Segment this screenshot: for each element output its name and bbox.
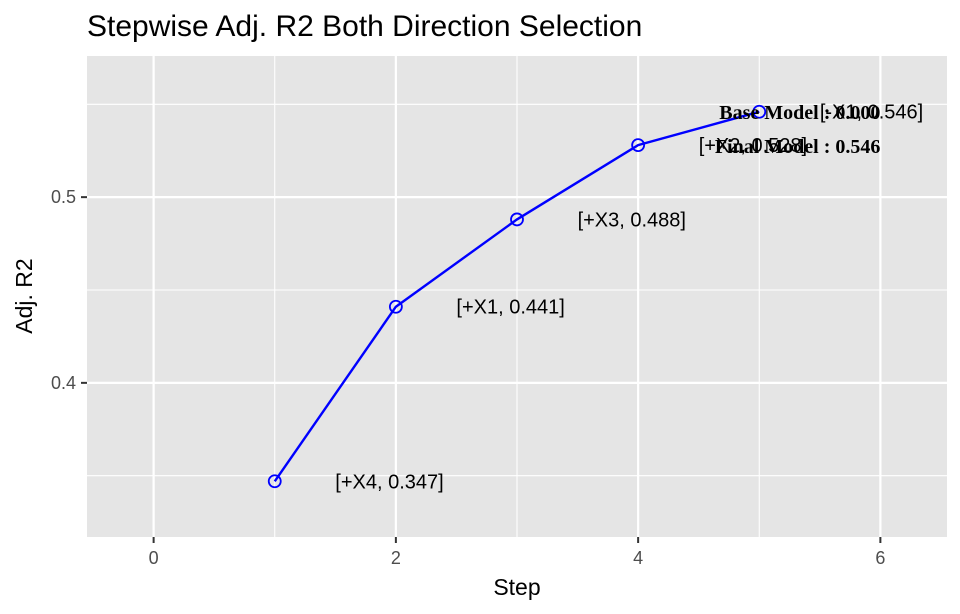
data-point (267, 474, 282, 489)
point-label: [+X4, 0.347] (335, 471, 443, 493)
y-tick-label: 0.5 (51, 187, 76, 207)
data-point (388, 299, 403, 314)
model-annotation: Final Model : 0.546 (715, 136, 881, 158)
data-point (631, 138, 646, 153)
point-label: [+X2, 0.528] (699, 135, 807, 157)
data-point (510, 212, 524, 227)
x-tick-label: 2 (391, 548, 401, 568)
y-axis-title: Adj. R2 (11, 258, 37, 333)
x-tick-label: 0 (149, 548, 159, 568)
point-label: [-X1, 0.546] (820, 102, 923, 124)
y-tick-label: 0.4 (51, 373, 76, 393)
x-axis-title: Step (493, 574, 540, 600)
point-label: [+X1, 0.441] (456, 297, 564, 319)
x-tick-label: 6 (875, 548, 885, 568)
series-line (273, 110, 760, 482)
data-point (752, 104, 767, 119)
chart-title: Stepwise Adj. R2 Both Direction Selectio… (87, 10, 642, 43)
x-tick-label: 4 (633, 548, 643, 568)
point-label: [+X3, 0.488] (578, 209, 686, 231)
model-annotation: Base Model : 0.000 (719, 102, 880, 124)
